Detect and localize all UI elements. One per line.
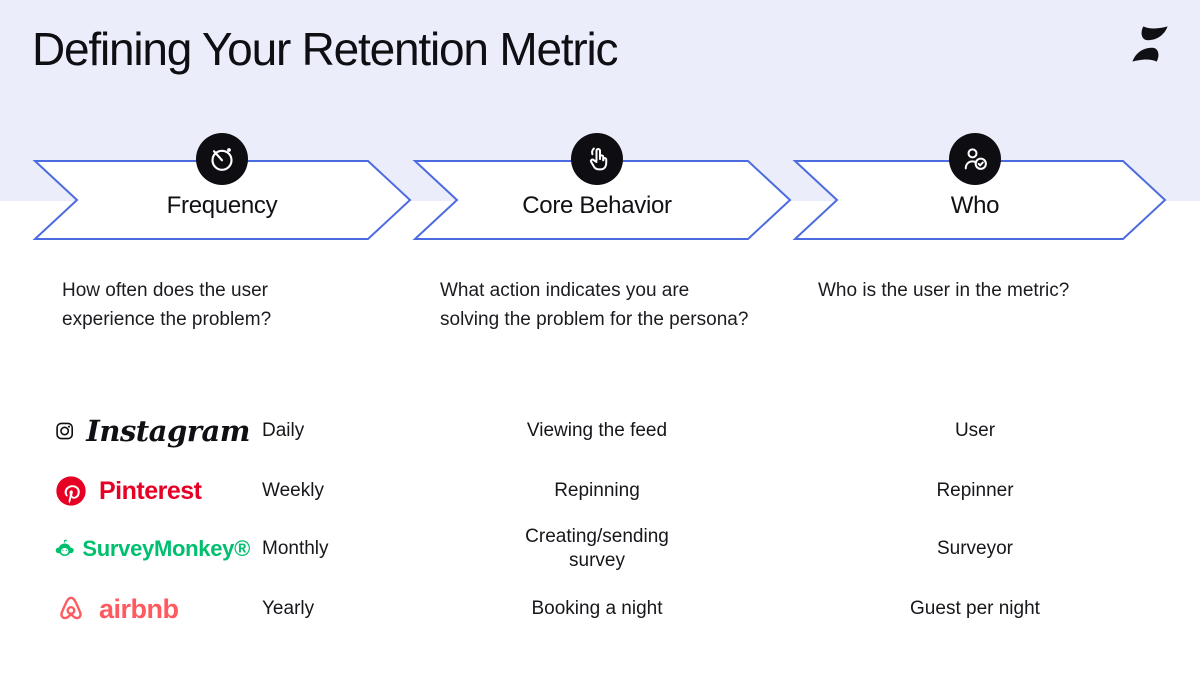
pinterest-wordmark: Pinterest <box>99 476 202 505</box>
step-label-core-behavior: Core Behavior <box>522 192 672 219</box>
frequency-value: Weekly <box>262 480 324 501</box>
who-value: Surveyor <box>936 538 1014 559</box>
airbnb-icon <box>60 596 82 620</box>
table-row-instagram: Instagram Daily Viewing the feed User <box>0 402 1200 460</box>
table-row-airbnb: airbnb Yearly Booking a night Guest per … <box>0 580 1200 638</box>
question-who: Who is the user in the metric? <box>818 280 1070 301</box>
frequency-value: Yearly <box>262 598 315 619</box>
pinterest-icon <box>56 476 86 506</box>
brand-airbnb: airbnb <box>55 580 250 638</box>
question-frequency: How often does the user experience the p… <box>62 280 272 330</box>
user-check-icon <box>949 133 1001 185</box>
page-title: Defining Your Retention Metric <box>32 23 619 75</box>
instagram-wordmark: Instagram <box>86 414 250 448</box>
instagram-icon <box>56 422 74 440</box>
step-label-frequency: Frequency <box>166 192 278 219</box>
brand-surveymonkey: SurveyMonkey® <box>55 518 250 580</box>
who-value: Repinner <box>936 480 1014 501</box>
airbnb-wordmark: airbnb <box>99 593 179 624</box>
surveymonkey-wordmark: SurveyMonkey® <box>82 536 250 561</box>
step-label-who: Who <box>950 192 1000 219</box>
reforge-logo-icon <box>1132 26 1168 62</box>
behavior-value: Viewing the feed <box>526 420 668 441</box>
question-core-behavior: What action indicates you are solving th… <box>440 280 749 330</box>
frequency-value: Daily <box>262 420 305 441</box>
behavior-value: Repinning <box>554 480 640 501</box>
who-value: Guest per night <box>910 598 1040 619</box>
frequency-value: Monthly <box>262 538 329 559</box>
timer-icon <box>196 133 248 185</box>
behavior-value: Booking a night <box>531 598 663 619</box>
brand-pinterest: Pinterest <box>55 462 250 520</box>
behavior-value: Creating/sending survey <box>525 526 669 571</box>
tap-hand-icon <box>571 133 623 185</box>
brand-instagram: Instagram <box>55 402 250 460</box>
table-row-surveymonkey: SurveyMonkey® Monthly Creating/sending s… <box>0 518 1200 580</box>
who-value: User <box>954 420 996 441</box>
table-row-pinterest: Pinterest Weekly Repinning Repinner <box>0 462 1200 520</box>
surveymonkey-icon <box>55 539 74 556</box>
